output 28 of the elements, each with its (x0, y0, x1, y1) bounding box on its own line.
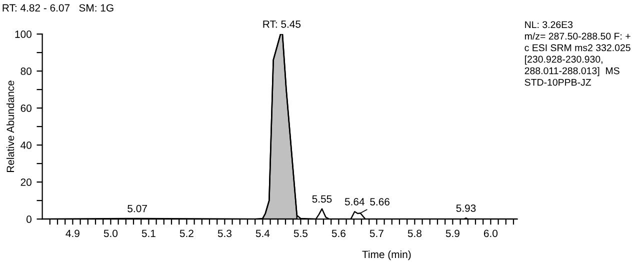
annotation: 5.55 (312, 195, 332, 203)
y-tick-label: 0 (26, 216, 32, 223)
x-tick-label: 5.9 (446, 230, 460, 238)
x-tick-label: 6.0 (484, 230, 498, 238)
annotation: 5.64 (344, 198, 364, 206)
annotation: RT: 5.45 (263, 20, 301, 28)
y-axis-title: Relative Abundance (6, 80, 14, 172)
text: NL: 3.26E3 m/z= 287.50-288.50 F: + c ESI SRM ms2 332.025 [230.928-230.930, 288.011-288.013] MS STD-10PPB-JZ (524, 21, 630, 86)
x-tick-label: 5.6 (332, 230, 346, 238)
y-tick-label: 40 (20, 142, 32, 149)
annotation: 5.66 (370, 198, 390, 206)
x-tick-label: 5.3 (218, 230, 232, 238)
y-tick-label: 80 (20, 68, 32, 75)
x-tick-label: 5.4 (256, 230, 270, 238)
x-tick-label: 4.9 (66, 230, 80, 238)
y-tick-label: 100 (15, 30, 32, 38)
x-tick-label: 5.1 (142, 230, 156, 238)
x-tick-label: 5.2 (180, 230, 194, 238)
y-tick-label: 60 (20, 104, 32, 112)
chart-title: RT: 4.82 - 6.07 SM: 1G (2, 4, 114, 12)
annotation: 5.07 (128, 204, 147, 212)
x-tick-label: 5.0 (104, 230, 118, 238)
x-tick-label: 5.7 (370, 230, 384, 238)
y-tick-label: 20 (20, 178, 32, 186)
annotation: 5.93 (456, 204, 476, 212)
x-axis-title: Time (min) (362, 250, 411, 260)
x-tick-label: 5.8 (408, 230, 422, 238)
x-tick-label: 5.5 (294, 230, 308, 238)
